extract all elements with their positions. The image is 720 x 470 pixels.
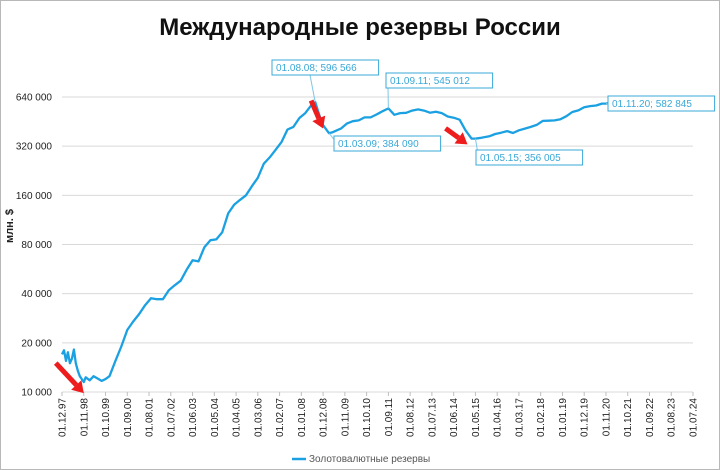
red-arrow — [444, 126, 468, 145]
x-tick-label: 01.09.00 — [123, 398, 134, 437]
x-tick-label: 01.08.23 — [667, 398, 678, 437]
x-tick-label: 01.10.21 — [623, 398, 634, 437]
red-arrow-head — [454, 132, 468, 145]
legend-label: Золотовалютные резервы — [309, 454, 430, 465]
x-tick-label: 01.07.02 — [166, 398, 177, 437]
red-arrow-shaft — [444, 126, 461, 140]
y-tick-label: 40 000 — [21, 289, 52, 300]
red-arrow — [308, 99, 326, 129]
callout-box — [271, 59, 380, 76]
callout-layer: 01.08.08; 596 566 01.03.09; 384 090 01.09.… — [271, 59, 716, 166]
callout-label: 01.11.20; 582 845 — [612, 99, 692, 110]
callout-leader — [309, 74, 316, 103]
x-tick-label: 01.09.11 — [384, 398, 395, 437]
callout: 01.05.15; 356 005 — [474, 138, 584, 166]
x-tick-label: 01.08.12 — [406, 398, 417, 437]
callout: 01.08.08; 596 566 — [271, 59, 380, 103]
callout: 01.11.20; 582 845 — [605, 95, 716, 112]
x-tick-label: 01.03.06 — [253, 398, 264, 437]
x-tick-label: 01.05.04 — [210, 398, 221, 437]
x-tick-label: 01.01.08 — [297, 398, 308, 437]
x-tick-label: 01.08.01 — [145, 398, 156, 437]
x-tick-label: 01.07.13 — [427, 398, 438, 437]
x-tick-label: 01.04.05 — [232, 398, 243, 437]
callout-box — [607, 95, 716, 112]
red-arrow-shaft — [53, 361, 79, 387]
callout-label: 01.08.08; 596 566 — [276, 63, 357, 74]
x-tick-label: 01.11.20 — [601, 398, 612, 437]
arrow-layer — [53, 99, 468, 394]
x-tick-label: 01.02.18 — [536, 398, 547, 437]
x-tick-label: 01.03.17 — [514, 398, 525, 437]
callout-label: 01.03.09; 384 090 — [338, 139, 419, 150]
x-tick-label: 01.09.22 — [645, 398, 656, 437]
red-arrow-head — [312, 115, 326, 129]
legend: Золотовалютные резервы — [292, 454, 430, 465]
x-tick-label: 01.12.97 — [58, 398, 69, 437]
x-tick-label: 01.02.07 — [275, 398, 286, 437]
chart-title: Международные резервы России — [159, 14, 561, 41]
y-tick-label: 160 000 — [16, 191, 53, 202]
y-tick-label: 320 000 — [16, 142, 53, 153]
x-tick-label: 01.05.15 — [471, 398, 482, 437]
x-tick-label: 01.10.99 — [101, 398, 112, 437]
axes: 10 000 20 000 40 000 80 000 160 000 320 000 64… — [16, 93, 700, 437]
callout-box — [385, 72, 494, 89]
y-tick-label: 80 000 — [21, 240, 52, 251]
y-tick-label: 640 000 — [16, 93, 53, 104]
callout-box — [475, 149, 584, 166]
y-tick-label: 10 000 — [21, 388, 52, 399]
x-tick-label: 01.06.03 — [188, 398, 199, 437]
callout-label: 01.09.11; 545 012 — [390, 76, 470, 87]
callout-label: 01.05.15; 356 005 — [480, 153, 561, 164]
callout: 01.09.11; 545 012 — [385, 72, 494, 109]
x-tick-label: 01.07.24 — [689, 398, 700, 437]
red-arrow-head — [71, 380, 84, 394]
x-tick-label: 01.12.08 — [319, 398, 330, 437]
x-tick-label: 01.11.09 — [340, 398, 351, 437]
x-tick-label: 01.04.16 — [493, 398, 504, 437]
x-tick-label: 01.06.14 — [449, 398, 460, 437]
x-tick-label: 01.12.19 — [580, 398, 591, 437]
callout-box — [333, 135, 442, 152]
y-tick-label: 20 000 — [21, 338, 52, 349]
y-axis-label: млн. $ — [4, 209, 16, 243]
callout: 01.03.09; 384 090 — [328, 132, 442, 152]
red-arrow-shaft — [308, 99, 322, 120]
x-tick-label: 01.11.98 — [79, 398, 90, 437]
red-arrow — [53, 361, 84, 394]
x-tick-label: 01.10.10 — [362, 398, 373, 437]
x-tick-label: 01.01.19 — [558, 398, 569, 437]
